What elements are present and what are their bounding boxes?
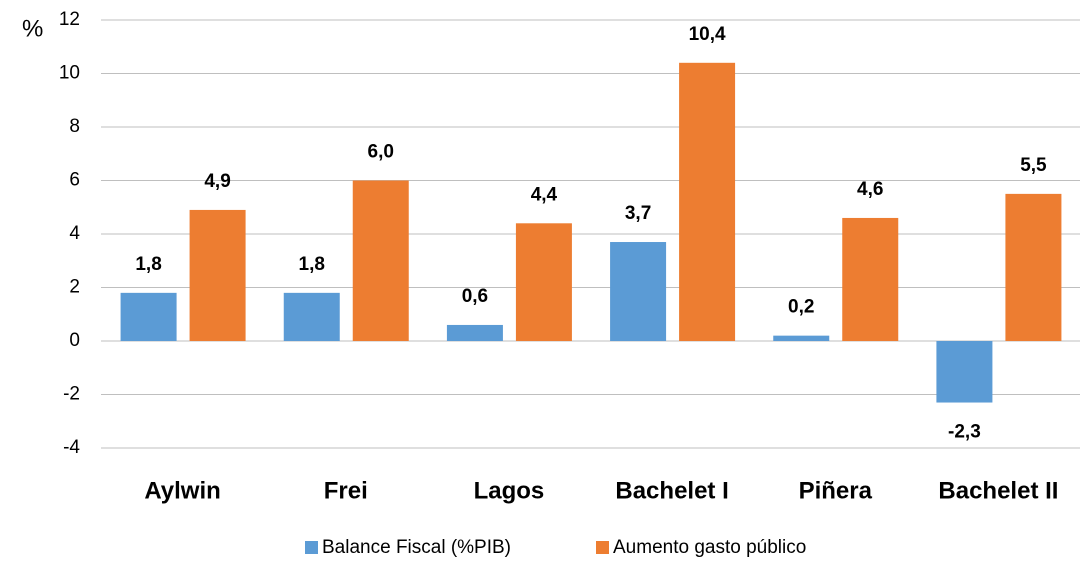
data-label: 4,6 bbox=[857, 179, 883, 200]
y-tick-label: 4 bbox=[69, 223, 80, 244]
y-tick-label: 2 bbox=[69, 277, 80, 298]
data-label: 0,2 bbox=[788, 297, 814, 318]
x-tick-label: Bachelet I bbox=[615, 477, 728, 504]
x-tick-label: Piñera bbox=[799, 477, 873, 504]
data-label: 1,8 bbox=[299, 254, 325, 275]
data-label: 0,6 bbox=[462, 286, 488, 307]
bar bbox=[679, 62, 736, 342]
y-axis-label: % bbox=[22, 15, 43, 42]
bar bbox=[610, 242, 667, 341]
bar bbox=[515, 223, 572, 341]
bar bbox=[120, 292, 177, 341]
y-tick-label: 8 bbox=[69, 116, 80, 137]
bar bbox=[842, 217, 899, 341]
y-tick-label: 10 bbox=[59, 63, 80, 84]
bar bbox=[1005, 193, 1062, 341]
x-tick-label: Bachelet II bbox=[938, 477, 1058, 504]
legend-label: Balance Fiscal (%PIB) bbox=[322, 537, 511, 558]
y-tick-label: 12 bbox=[59, 9, 80, 30]
data-label: 10,4 bbox=[689, 24, 726, 45]
y-tick-label: -2 bbox=[63, 384, 80, 405]
bar bbox=[189, 209, 246, 341]
data-label: -2,3 bbox=[948, 422, 981, 443]
x-tick-label: Frei bbox=[324, 477, 368, 504]
legend-swatch bbox=[305, 541, 318, 554]
data-label: 4,9 bbox=[204, 171, 230, 192]
bar bbox=[936, 341, 993, 403]
data-label: 3,7 bbox=[625, 203, 651, 224]
x-tick-label: Lagos bbox=[474, 477, 545, 504]
bar bbox=[352, 180, 409, 341]
bar bbox=[446, 324, 503, 341]
data-label: 5,5 bbox=[1020, 155, 1047, 176]
data-label: 4,4 bbox=[531, 184, 558, 205]
bar bbox=[283, 292, 340, 341]
y-tick-label: 0 bbox=[69, 330, 80, 351]
data-label: 6,0 bbox=[368, 142, 394, 163]
legend-swatch bbox=[596, 541, 609, 554]
y-tick-label: 6 bbox=[69, 170, 80, 191]
data-label: 1,8 bbox=[135, 254, 161, 275]
bar bbox=[773, 335, 830, 341]
legend-label: Aumento gasto público bbox=[613, 537, 806, 558]
x-tick-label: Aylwin bbox=[144, 477, 220, 504]
y-tick-label: -4 bbox=[63, 437, 80, 458]
